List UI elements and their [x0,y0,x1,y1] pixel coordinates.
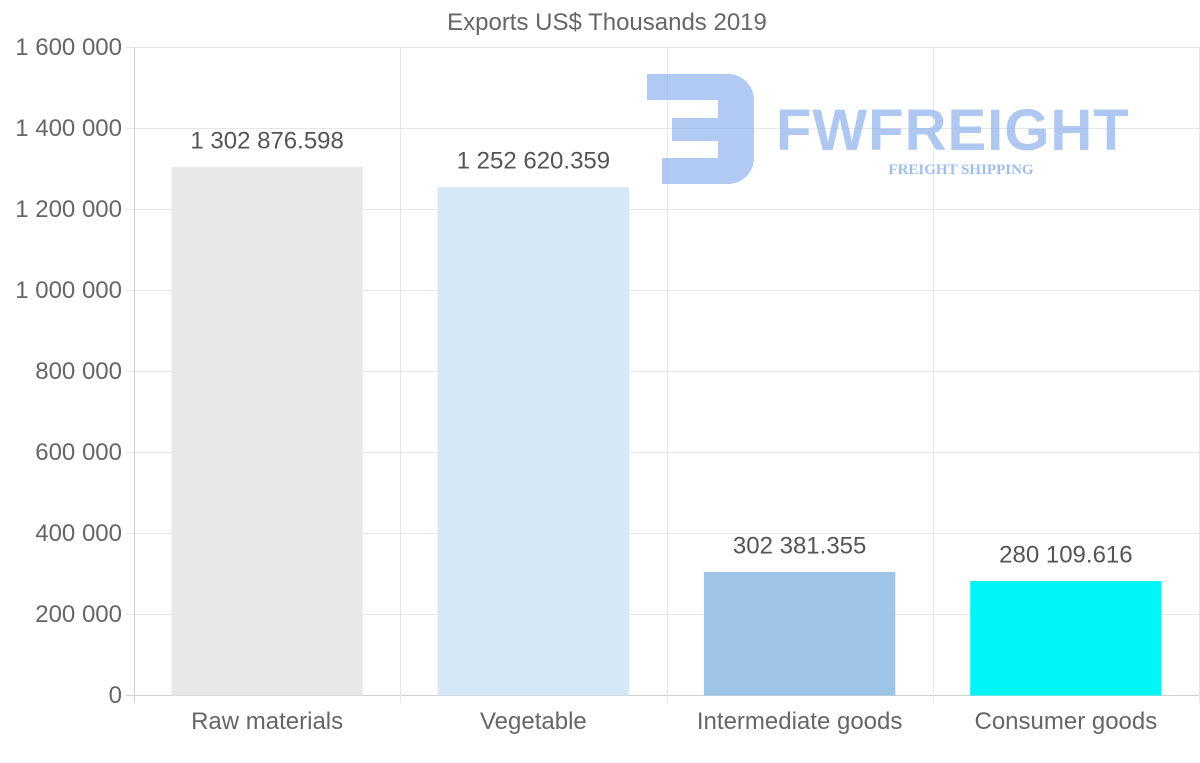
data-labels: 1 302 876.598 1 252 620.359 302 381.355 280… [190,127,1132,568]
bar[interactable] [171,166,363,696]
x-category-label: Intermediate goods [697,708,902,735]
bar-value-label: 302 381.355 [733,533,866,560]
y-tick-label: 800 000 [35,358,122,385]
fwfreight-logo-icon [647,74,754,184]
x-category-label: Raw materials [191,708,343,735]
chart-title: Exports US$ Thousands 2019 [447,9,767,36]
x-category-label: Consumer goods [974,708,1157,735]
y-tick-label: 0 [109,682,122,709]
bar[interactable] [437,187,630,696]
fwfreight-watermark-logo: FWFREIGHT FREIGHT SHIPPING [647,74,1130,184]
y-tick-label: 1 400 000 [15,115,122,142]
y-tick-label: 1 200 000 [15,196,122,223]
bar[interactable] [703,572,896,696]
watermark-tagline: FREIGHT SHIPPING [888,162,1033,178]
bar[interactable] [970,581,1162,696]
bar-value-label: 1 252 620.359 [457,148,610,175]
bars [171,166,1162,696]
watermark-brand: FWFREIGHT [776,98,1130,163]
y-tick-label: 400 000 [35,520,122,547]
y-tick-label: 1 000 000 [15,277,122,304]
y-tick-label: 200 000 [35,601,122,628]
y-tick-label: 1 600 000 [15,34,122,61]
bar-value-label: 1 302 876.598 [190,127,343,154]
y-axis-ticks: 0 200 000 400 000 600 000 800 000 1 000 000 1 … [15,34,122,709]
y-tick-label: 600 000 [35,439,122,466]
x-axis-categories: Raw materials Vegetable Intermediate goods… [191,708,1157,735]
bar-value-label: 280 109.616 [999,542,1132,569]
x-category-label: Vegetable [480,708,587,735]
